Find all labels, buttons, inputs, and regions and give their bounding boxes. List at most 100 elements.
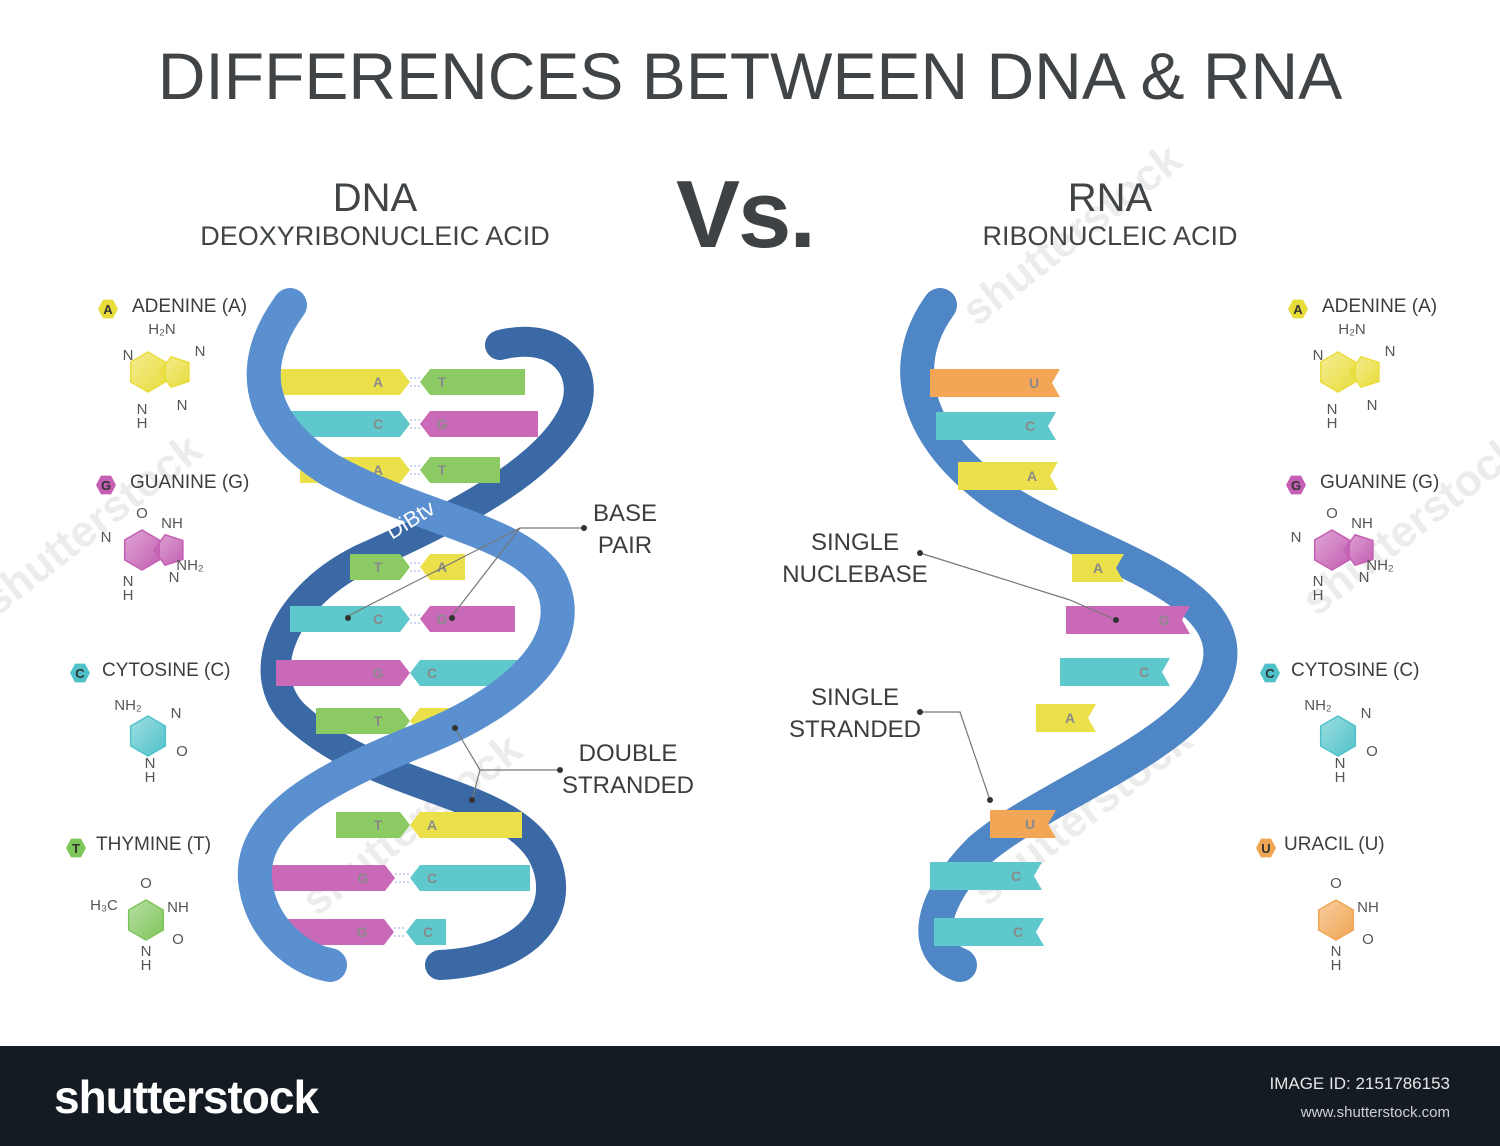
chem-atom-label: O xyxy=(136,505,148,522)
chem-atom-label: N xyxy=(1331,943,1342,960)
dna-base-letter: A xyxy=(373,462,383,478)
image-id: IMAGE ID: 2151786153 xyxy=(1269,1074,1450,1093)
imidazole-ring xyxy=(153,533,184,567)
dna-base-right xyxy=(420,411,538,437)
chem-atom-label: N xyxy=(137,401,148,418)
chem-atom-label: NH₂ xyxy=(114,697,142,714)
dna-base-letter: C xyxy=(373,611,383,627)
rna-base xyxy=(930,862,1042,890)
dna-base-letter: A xyxy=(373,374,383,390)
adenine-badge: A xyxy=(98,299,118,319)
chem-atom-label: N xyxy=(101,529,112,546)
chem-atom-label: NH xyxy=(167,899,189,916)
guanine-label-rna: GUANINE (G) xyxy=(1320,472,1440,493)
cytosine-label-rna: CYTOSINE (C) xyxy=(1291,660,1420,681)
chem-atom-label: H xyxy=(1313,587,1324,604)
versus-label: Vs. xyxy=(676,161,816,268)
base-pair-annotation: BASE PAIR xyxy=(592,500,658,559)
chem-atom-label: NH xyxy=(1351,515,1373,532)
dna-base-letter: T xyxy=(374,713,383,729)
chem-atom-label: H₂N xyxy=(148,321,176,338)
rna-base xyxy=(930,369,1060,397)
rna-base-letter: G xyxy=(1159,612,1170,628)
dna-base-left xyxy=(270,369,410,395)
cytosine-badge: C xyxy=(70,663,90,683)
rna-base-letter: A xyxy=(1027,468,1037,484)
chem-atom-label: H₂N xyxy=(1338,321,1366,338)
rna-base-letter: C xyxy=(1011,868,1021,884)
thymine-badge: T xyxy=(66,838,86,858)
chem-atom-label: N xyxy=(123,573,134,590)
chem-atom-label: N xyxy=(123,347,134,364)
dna-front-strand xyxy=(237,288,575,982)
dna-base-letter: A xyxy=(437,559,447,575)
chem-atom-label: N xyxy=(1367,397,1378,414)
dna-back-strand xyxy=(260,326,594,980)
chem-atom-label: H xyxy=(1335,769,1346,786)
chem-atom-label: H xyxy=(1327,415,1338,432)
site-url[interactable]: www.shutterstock.com xyxy=(1300,1104,1450,1121)
pyrimidine-ring xyxy=(1319,715,1357,757)
pyrimidine-ring xyxy=(129,715,167,757)
cytosine-label: CYTOSINE (C) xyxy=(102,660,231,681)
rna-base-letter: C xyxy=(1139,664,1149,680)
chem-atom-label: O xyxy=(1366,743,1378,760)
rna-base-letter: A xyxy=(1093,560,1103,576)
imidazole-ring xyxy=(1349,355,1380,389)
double-stranded-annotation: DOUBLE STRANDED xyxy=(561,740,694,799)
rna-nucleobases: U C A A G C A U C C xyxy=(930,369,1190,946)
dna-base-right xyxy=(410,865,530,891)
chem-atom-label: O xyxy=(172,931,184,948)
infographic-canvas: shutterstock shutterstock shutterstock s… xyxy=(0,39,1500,982)
guanine-badge-rna: G xyxy=(1286,475,1306,495)
pyrimidine-ring xyxy=(127,899,165,941)
chem-atom-label: N xyxy=(195,343,206,360)
dna-base-letter: C xyxy=(423,924,433,940)
dna-base-letter: G xyxy=(358,870,369,886)
imidazole-ring xyxy=(1343,533,1374,567)
chem-atom-label: N xyxy=(171,705,182,722)
dna-base-left xyxy=(265,865,395,891)
chem-atom-label: H xyxy=(1331,957,1342,974)
purine-ring xyxy=(129,351,167,393)
dna-base-left xyxy=(336,812,410,838)
chem-atom-label: H₃C xyxy=(90,897,118,914)
dna-base-letter: G xyxy=(357,924,368,940)
chem-atom-label: NH₂ xyxy=(1304,697,1332,714)
rna-heading: RNA RIBONUCLEIC ACID xyxy=(960,176,1260,252)
footer-bar: shutterstock IMAGE ID: 2151786153 www.sh… xyxy=(0,1046,1500,1146)
rna-base xyxy=(1060,658,1170,686)
rna-base xyxy=(958,462,1058,490)
dna-subtitle: DEOXYRIBONUCLEIC ACID xyxy=(200,221,550,251)
rna-base xyxy=(1072,554,1124,582)
rna-base xyxy=(1066,606,1190,634)
rna-base xyxy=(990,810,1056,838)
chem-atom-label: N xyxy=(145,755,156,772)
guanine-label: GUANINE (G) xyxy=(130,472,250,493)
shutterstock-logo[interactable]: shutterstock xyxy=(54,1071,319,1123)
rna-base-letter: C xyxy=(1013,924,1023,940)
dna-base-letter: C xyxy=(427,665,437,681)
chem-atom-label: H xyxy=(141,957,152,974)
dna-base-left xyxy=(350,554,410,580)
single-nucleobase-annotation: SINGLE NUCLEBASE xyxy=(782,529,928,588)
adenine-badge-rna: A xyxy=(1288,299,1308,319)
adenine-label-rna: ADENINE (A) xyxy=(1322,296,1438,317)
dna-base-right xyxy=(420,606,515,632)
chem-atom-label: N xyxy=(1327,401,1338,418)
chem-atom-label: H xyxy=(145,769,156,786)
dna-base-left xyxy=(316,708,410,734)
dna-title: DNA xyxy=(332,176,418,220)
dna-base-right xyxy=(410,812,522,838)
dna-base-letter: G xyxy=(373,665,384,681)
rna-base-letter: U xyxy=(1029,375,1039,391)
rna-base-letter: A xyxy=(1065,710,1075,726)
rna-base xyxy=(1036,704,1096,732)
single-stranded-annotation: SINGLE STRANDED xyxy=(788,684,921,743)
uracil-badge: U xyxy=(1256,838,1276,858)
chem-atom-label: O xyxy=(1330,875,1342,892)
imidazole-ring xyxy=(159,355,190,389)
